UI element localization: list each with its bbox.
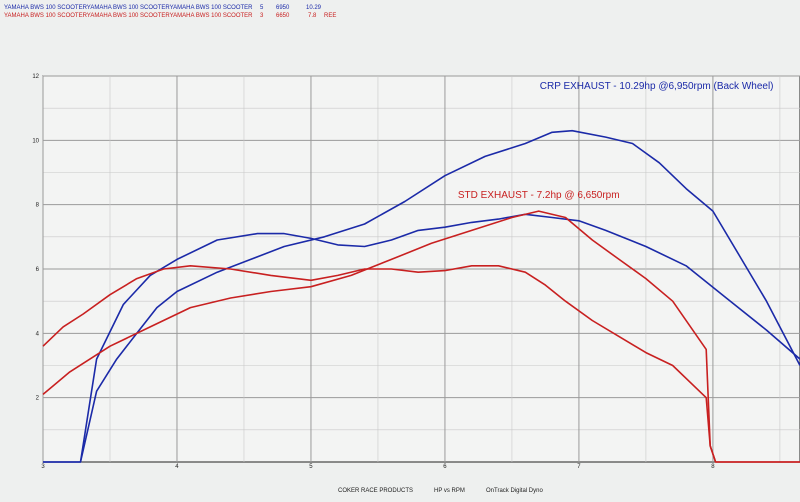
y-tick-label-8: 8 <box>36 203 40 209</box>
y-tick-label-4: 4 <box>36 331 40 337</box>
y-tick-label-2: 2 <box>36 396 40 402</box>
y-tick-label-6: 6 <box>36 267 40 273</box>
y-tick-label-10: 10 <box>32 138 39 144</box>
annotation-1: CRP EXHAUST - 10.29hp @6,950rpm (Back Wh… <box>540 81 774 92</box>
x-tick-label-3: 3 <box>41 464 45 470</box>
footer-company: COKER RACE PRODUCTS <box>338 488 414 494</box>
series-line-1 <box>43 129 800 463</box>
legend-hp-2: 7.8 <box>308 13 317 19</box>
footer-mode: HP vs RPM <box>434 488 465 494</box>
y-tick-label-12: 12 <box>32 74 39 80</box>
legend-run-1: 5 <box>260 5 264 11</box>
legend-name-1: YAMAHA BWS 100 SCOOTERYAMAHA BWS 100 SCO… <box>4 5 253 11</box>
annotation-2: STD EXHAUST - 7.2hp @ 6,650rpm <box>458 190 620 201</box>
x-tick-label-5: 5 <box>309 464 313 470</box>
legend-hp-1: 10.29 <box>306 5 322 11</box>
footer-dyno: OnTrack Digital Dyno <box>486 488 543 494</box>
legend-extra-2: REE <box>324 13 337 19</box>
x-tick-label-7: 7 <box>577 464 581 470</box>
series-line-4 <box>42 210 800 463</box>
legend-name-2: YAMAHA BWS 100 SCOOTERYAMAHA BWS 100 SCO… <box>4 13 253 19</box>
x-tick-label-4: 4 <box>175 464 179 470</box>
x-tick-label-6: 6 <box>443 464 447 470</box>
series-line-3 <box>42 264 800 463</box>
legend-rpm-1: 6950 <box>276 5 290 11</box>
legend-rpm-2: 6650 <box>276 13 290 19</box>
legend-run-2: 3 <box>260 13 264 19</box>
x-tick-label-8: 8 <box>711 464 715 470</box>
